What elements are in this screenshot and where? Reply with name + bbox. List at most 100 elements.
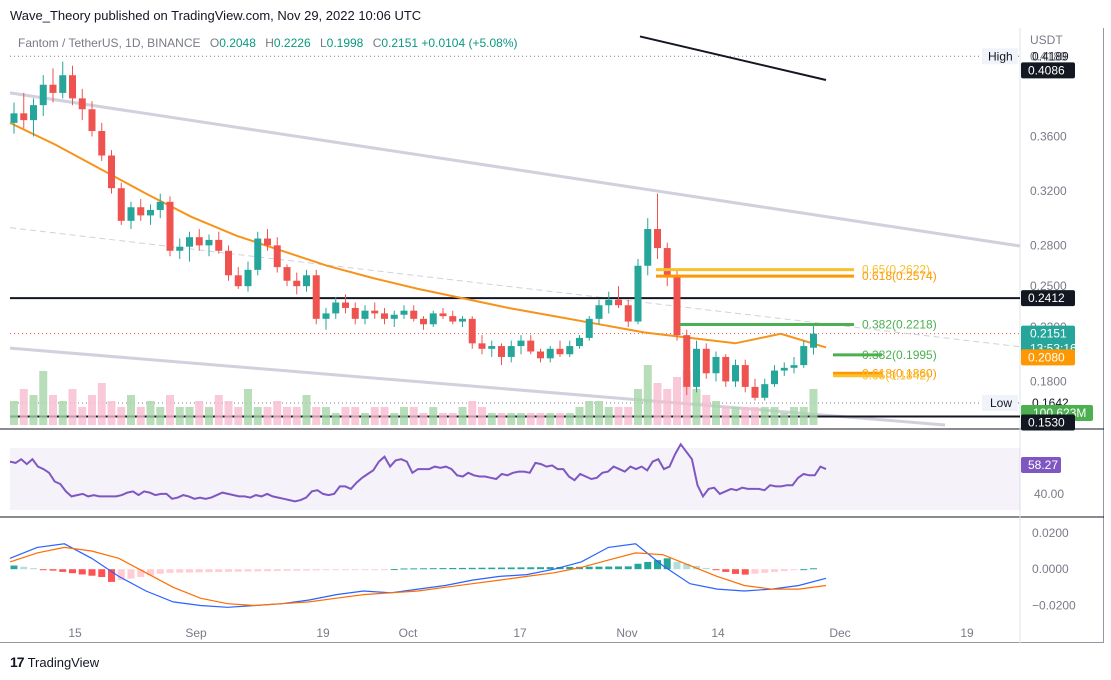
volume-bar bbox=[214, 395, 223, 425]
high-label: H bbox=[265, 36, 274, 50]
fib-level-label: 0.618(0.2574) bbox=[862, 269, 937, 283]
macd-histogram-bar bbox=[351, 569, 359, 571]
macd-histogram-bar bbox=[517, 567, 525, 570]
close-value: 0.2151 bbox=[381, 36, 419, 50]
volume-bar bbox=[146, 401, 155, 425]
macd-histogram-bar bbox=[605, 566, 613, 570]
candle-body bbox=[468, 318, 476, 344]
candle-body bbox=[546, 348, 554, 359]
ohlc-legend: Fantom / TetherUS, 1D, BINANCE O0.2048 H… bbox=[18, 36, 518, 50]
candle-body bbox=[166, 201, 174, 251]
candle-body bbox=[332, 302, 340, 314]
open-label: O bbox=[209, 36, 220, 50]
volume-bar bbox=[682, 371, 691, 425]
volume-bar bbox=[88, 395, 96, 425]
macd-histogram-bar bbox=[49, 569, 57, 571]
volume-bar bbox=[624, 407, 633, 425]
candle-body bbox=[10, 113, 18, 123]
close-label: C bbox=[372, 36, 382, 50]
candle-body bbox=[702, 348, 710, 374]
macd-histogram-bar bbox=[634, 563, 642, 570]
macd-histogram-bar bbox=[595, 566, 603, 570]
candle-body bbox=[527, 340, 535, 352]
macd-histogram-bar bbox=[205, 569, 213, 573]
macd-histogram-bar bbox=[312, 569, 320, 571]
macd-histogram-bar bbox=[293, 569, 301, 571]
volume-bar bbox=[273, 401, 282, 425]
macd-histogram-bar bbox=[761, 569, 769, 573]
macd-histogram-bar bbox=[741, 569, 749, 575]
macd-histogram-bar bbox=[195, 569, 203, 573]
macd-histogram-bar bbox=[390, 569, 398, 571]
y-axis-tick-label: 0.2500 bbox=[1030, 279, 1067, 293]
volume-bar bbox=[185, 407, 194, 425]
candle-body bbox=[303, 275, 310, 287]
symbol-label[interactable]: Fantom / TetherUS, 1D, BINANCE bbox=[18, 36, 201, 50]
candle-body bbox=[264, 238, 271, 246]
x-axis-tick-label: 19 bbox=[316, 626, 330, 640]
candle-body bbox=[780, 367, 788, 371]
candle-body bbox=[381, 313, 388, 319]
volume-bar bbox=[653, 383, 662, 425]
rsi-current-badge: 58.27 bbox=[1028, 458, 1058, 472]
macd-histogram-bar bbox=[498, 567, 505, 570]
macd-histogram-bar bbox=[322, 569, 330, 571]
volume-bar bbox=[487, 413, 496, 425]
volume-bar bbox=[536, 413, 545, 425]
macd-histogram-bar bbox=[478, 567, 486, 570]
candle-body bbox=[49, 84, 57, 93]
fib-level-label: 0.65(0.1842) bbox=[862, 369, 930, 383]
macd-histogram-bar bbox=[156, 569, 164, 574]
candle-body bbox=[312, 275, 320, 319]
candle-body bbox=[517, 340, 525, 347]
y-axis-tick-label: 0.4189 bbox=[1030, 49, 1067, 63]
macd-histogram-bar bbox=[166, 569, 174, 573]
candle-body bbox=[488, 346, 496, 349]
channel-upper-line bbox=[9, 91, 1021, 248]
fib-level-label: 0.65(0.2622) bbox=[862, 263, 930, 277]
volume-bar bbox=[751, 407, 759, 425]
footer-brand[interactable]: 17 TradingView bbox=[10, 654, 99, 670]
candle-body bbox=[176, 246, 184, 251]
volume-bar bbox=[517, 413, 525, 425]
macd-histogram-bar bbox=[117, 569, 125, 581]
x-axis-tick-label: Dec bbox=[829, 626, 850, 640]
volume-bar bbox=[673, 377, 681, 425]
candle-body bbox=[20, 113, 28, 121]
macd-histogram-bar bbox=[663, 558, 671, 570]
volume-bar bbox=[107, 401, 116, 425]
macd-histogram-bar bbox=[215, 569, 223, 572]
macd-histogram-bar bbox=[264, 569, 271, 572]
macd-histogram-bar bbox=[342, 569, 349, 571]
fib-level-label: 0.382(0.2218) bbox=[862, 318, 937, 332]
candle-body bbox=[273, 245, 281, 268]
volume-bar bbox=[322, 407, 330, 425]
candle-body bbox=[663, 248, 671, 276]
candle-body bbox=[459, 318, 466, 322]
channel-lower-line bbox=[9, 346, 946, 427]
candle-body bbox=[78, 98, 86, 110]
macd-histogram-bar bbox=[585, 566, 593, 570]
candle-body bbox=[205, 239, 213, 246]
change-value: +0.0104 (+5.08%) bbox=[421, 36, 518, 50]
macd-histogram-bar bbox=[283, 569, 291, 571]
x-axis-tick-label: 15 bbox=[68, 626, 82, 640]
volume-bar bbox=[312, 407, 321, 425]
macd-histogram-bar bbox=[712, 569, 720, 571]
low-price-badge-box bbox=[1021, 414, 1075, 431]
volume-bar bbox=[458, 407, 467, 425]
candle-body bbox=[186, 237, 193, 247]
candle-body bbox=[429, 313, 437, 325]
macd-line bbox=[9, 543, 827, 608]
candle-body bbox=[147, 209, 154, 216]
macd-histogram-bar bbox=[127, 569, 135, 579]
macd-histogram-bar bbox=[30, 568, 37, 570]
candle-body bbox=[605, 299, 613, 306]
volume-bar bbox=[331, 413, 340, 425]
candle-body bbox=[741, 365, 749, 387]
volume-bar bbox=[195, 401, 204, 425]
volume-bar bbox=[253, 407, 262, 425]
high-price-badge-box bbox=[1021, 62, 1075, 79]
ema-value-badge: 0.2080 bbox=[1028, 350, 1065, 364]
